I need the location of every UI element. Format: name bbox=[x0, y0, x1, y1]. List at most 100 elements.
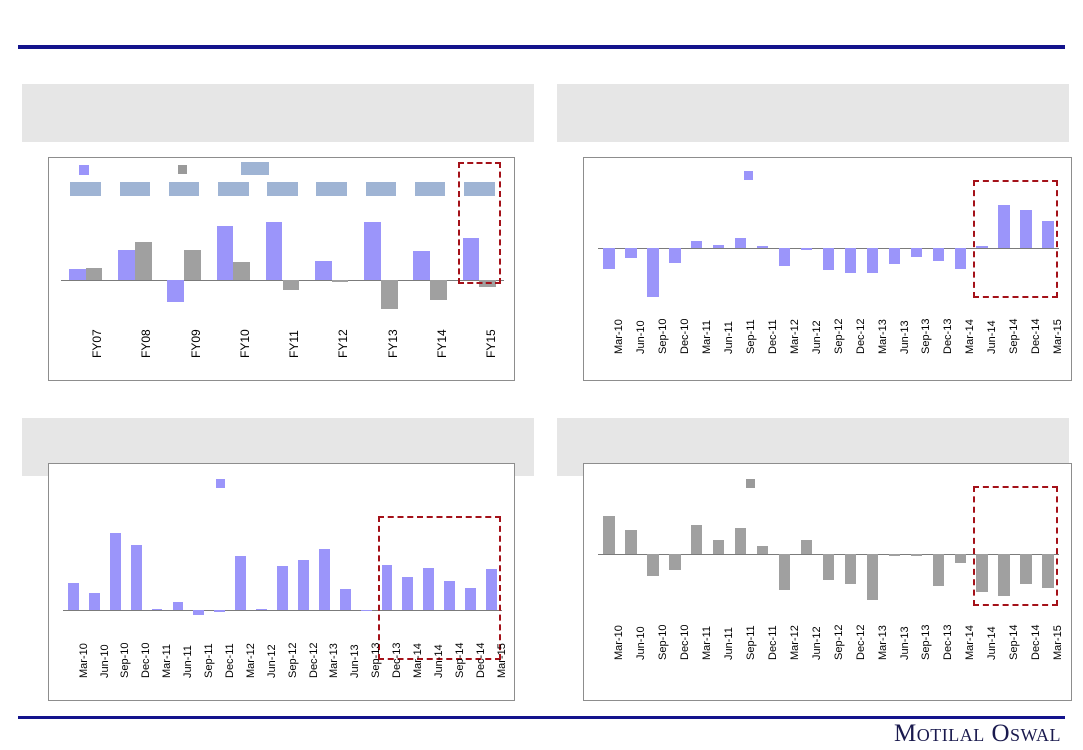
bar-top-right-Jun-13[interactable] bbox=[888, 248, 901, 265]
bar-top-right-Jun-10[interactable] bbox=[625, 248, 637, 258]
xtick-top-right-Sep-14: Sep-14 bbox=[1008, 318, 1021, 354]
bar-bottom-right-Mar-10[interactable] bbox=[603, 516, 615, 554]
highlight-box-bottom-left bbox=[377, 516, 501, 660]
bar-top-left-FY13[interactable] bbox=[364, 221, 381, 280]
bar-bottom-right-Jun-12[interactable] bbox=[800, 540, 813, 554]
bar-top-left-FY14[interactable] bbox=[430, 280, 447, 300]
bar-bottom-left-Dec-14[interactable] bbox=[465, 588, 477, 610]
bar-bottom-left-Jun-13[interactable] bbox=[339, 588, 351, 610]
bar-top-right-Sep-14[interactable] bbox=[998, 205, 1010, 248]
bar-top-left-FY14[interactable] bbox=[413, 251, 431, 280]
bar-top-left-FY13[interactable] bbox=[380, 280, 398, 309]
bar-bottom-left-Sep-13[interactable] bbox=[360, 610, 372, 612]
xtick-bottom-right-Sep-13: Sep-13 bbox=[920, 624, 933, 660]
bar-bottom-right-Dec-12[interactable] bbox=[844, 554, 857, 584]
chart-frame-top-right[interactable]: Mar-10 Jun-10 Sep-10 Dec-10 Mar-11 Jun-11 Sep-… bbox=[583, 157, 1072, 381]
bar-bottom-right-Jun-10[interactable] bbox=[625, 530, 637, 554]
bar-bottom-left-Sep-11[interactable] bbox=[193, 610, 205, 616]
bar-bottom-right-Sep-12[interactable] bbox=[822, 554, 835, 581]
bar-top-left-FY15[interactable] bbox=[462, 238, 480, 280]
bar-top-left-FY15[interactable] bbox=[479, 280, 497, 288]
bar-bottom-left-Dec-13[interactable] bbox=[381, 565, 393, 610]
bar-bottom-left-Mar-11[interactable] bbox=[151, 608, 163, 610]
bar-bottom-right-Sep-14[interactable] bbox=[998, 554, 1010, 596]
bar-bottom-left-Dec-10[interactable] bbox=[130, 544, 142, 610]
bar-bottom-right-Mar-12[interactable] bbox=[778, 554, 791, 590]
bar-top-left-FY09[interactable] bbox=[184, 249, 201, 280]
bar-bottom-right-Jun-13[interactable] bbox=[888, 554, 901, 557]
bar-bottom-right-Dec-14[interactable] bbox=[1020, 554, 1032, 584]
bar-top-right-Sep-13[interactable] bbox=[910, 248, 922, 258]
legend-swatch-1 bbox=[79, 165, 89, 175]
chart-frame-top-left[interactable]: FY07 FY08 FY09 FY10 FY11 FY12 FY13 FY14 FY15 bbox=[48, 157, 515, 381]
bar-bottom-left-Jun-14[interactable] bbox=[423, 567, 435, 610]
bar-bottom-right-Mar-14[interactable] bbox=[954, 554, 966, 563]
xtick-top-right-Jun-10: Jun-10 bbox=[635, 320, 648, 354]
bar-top-right-Sep-10[interactable] bbox=[647, 248, 659, 298]
bar-top-right-Dec-12[interactable] bbox=[844, 248, 857, 273]
bar-top-left-FY10[interactable] bbox=[216, 225, 234, 280]
bar-top-right-Mar-15[interactable] bbox=[1042, 220, 1054, 248]
bar-top-right-Dec-11[interactable] bbox=[756, 245, 769, 248]
bar-top-right-Jun-12[interactable] bbox=[800, 248, 813, 250]
chart-panel-top-left: FY07 FY08 FY09 FY10 FY11 FY12 FY13 FY14 FY15 bbox=[22, 84, 534, 384]
bar-top-left-FY07[interactable] bbox=[68, 268, 86, 280]
bar-top-right-Mar-14[interactable] bbox=[954, 248, 966, 269]
legend-swatch-1 bbox=[744, 171, 753, 180]
bar-top-right-Sep-12[interactable] bbox=[822, 248, 835, 271]
bar-bottom-right-Mar-11[interactable] bbox=[691, 525, 703, 554]
bar-bottom-right-Sep-13[interactable] bbox=[910, 554, 922, 556]
bar-bottom-right-Dec-10[interactable] bbox=[669, 554, 681, 570]
bar-top-right-Mar-11[interactable] bbox=[691, 240, 703, 248]
chart-panel-bottom-left: Mar-10 Jun-10 Sep-10 Dec-10 Mar-11 Jun-11 Sep-… bbox=[22, 418, 534, 706]
bar-top-right-Dec-10[interactable] bbox=[669, 248, 681, 263]
xtick-top-left-FY15: FY15 bbox=[483, 329, 498, 358]
bar-bottom-left-Sep-14[interactable] bbox=[444, 580, 456, 610]
bar-bottom-right-Mar-15[interactable] bbox=[1042, 554, 1054, 589]
bar-bottom-left-Mar-10[interactable] bbox=[68, 582, 79, 610]
bar-top-left-FY08[interactable] bbox=[118, 249, 135, 280]
bar-bottom-left-Mar-14[interactable] bbox=[402, 577, 414, 610]
bar-bottom-left-Jun-10[interactable] bbox=[88, 593, 100, 610]
bar-bottom-left-Mar-13[interactable] bbox=[318, 549, 330, 610]
plot-area-bottom-left: Mar-10 Jun-10 Sep-10 Dec-10 Mar-11 Jun-11 Sep-… bbox=[49, 464, 514, 700]
bar-top-right-Mar-10[interactable] bbox=[603, 248, 615, 270]
bar-bottom-left-Sep-10[interactable] bbox=[109, 532, 121, 610]
bar-bottom-left-Dec-11[interactable] bbox=[214, 610, 226, 612]
bar-top-left-FY09[interactable] bbox=[167, 280, 185, 303]
chart-frame-bottom-right[interactable]: Mar-10 Jun-10 Sep-10 Dec-10 Mar-11 Jun-11 Sep-… bbox=[583, 463, 1072, 701]
bar-bottom-right-Jun-11[interactable] bbox=[713, 539, 725, 554]
bar-bottom-left-Mar-15[interactable] bbox=[486, 568, 497, 610]
bar-bottom-right-Sep-10[interactable] bbox=[647, 554, 659, 576]
bar-bottom-left-Sep-12[interactable] bbox=[277, 566, 288, 610]
bar-top-right-Mar-13[interactable] bbox=[866, 248, 879, 274]
bar-top-left-FY12[interactable] bbox=[331, 280, 349, 282]
bar-bottom-right-Mar-13[interactable] bbox=[866, 554, 879, 601]
bar-top-right-Dec-14[interactable] bbox=[1020, 210, 1032, 248]
bar-bottom-left-Jun-11[interactable] bbox=[172, 602, 184, 610]
bar-bottom-right-Sep-11[interactable] bbox=[734, 528, 747, 554]
bar-bottom-left-Mar-12[interactable] bbox=[235, 556, 247, 610]
bar-top-left-FY11[interactable] bbox=[265, 222, 283, 280]
bar-top-left-FY11[interactable] bbox=[282, 280, 300, 291]
bar-top-left-FY08[interactable] bbox=[134, 242, 152, 280]
bar-top-right-Jun-11[interactable] bbox=[713, 244, 725, 248]
xtick-top-left-FY13: FY13 bbox=[385, 329, 400, 358]
bar-bottom-right-Dec-11[interactable] bbox=[756, 546, 769, 554]
xtick-top-left-FY12: FY12 bbox=[336, 329, 351, 358]
bar-bottom-right-Jun-14[interactable] bbox=[976, 554, 988, 592]
bar-top-left-FY10[interactable] bbox=[233, 261, 250, 280]
bar-bottom-left-Jun-12[interactable] bbox=[256, 608, 268, 610]
xtick-bottom-left-Sep-11: Sep-11 bbox=[203, 643, 216, 678]
bar-top-right-Jun-14[interactable] bbox=[976, 246, 988, 248]
bar-top-right-Sep-11[interactable] bbox=[734, 238, 747, 248]
data-label-redaction-FY07 bbox=[70, 182, 101, 196]
bar-top-left-FY07[interactable] bbox=[85, 268, 103, 280]
chart-frame-bottom-left[interactable]: Mar-10 Jun-10 Sep-10 Dec-10 Mar-11 Jun-11 Sep-… bbox=[48, 463, 515, 701]
bar-top-left-FY12[interactable] bbox=[314, 260, 332, 280]
xtick-bottom-left-Mar-15: Mar-15 bbox=[495, 643, 508, 678]
bar-top-right-Mar-12[interactable] bbox=[778, 248, 791, 267]
bar-bottom-left-Dec-12[interactable] bbox=[297, 559, 309, 610]
bar-bottom-right-Dec-13[interactable] bbox=[932, 554, 944, 586]
bar-top-right-Dec-13[interactable] bbox=[932, 248, 944, 262]
